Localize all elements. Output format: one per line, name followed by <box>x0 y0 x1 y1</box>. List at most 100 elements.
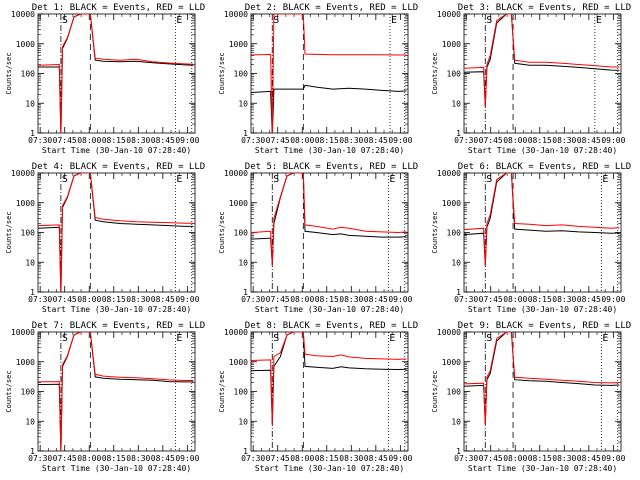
y-tick-label: 100 <box>447 388 462 397</box>
start-marker-label: S <box>62 15 68 26</box>
end-marker-label: E <box>176 174 182 185</box>
x-tick-label: 08:45 <box>577 295 601 304</box>
y-axis-label: Counts/sec <box>431 52 439 94</box>
x-tick-label: 09:00 <box>388 295 412 304</box>
x-axis-label: Start Time (30-Jan-10 07:28:40) <box>468 305 617 314</box>
plot-frame <box>463 331 622 452</box>
x-tick-label: 08:15 <box>528 295 552 304</box>
x-tick-label: 08:45 <box>364 454 388 463</box>
y-tick-label: 1 <box>243 288 248 297</box>
x-tick-label: 08:15 <box>528 454 552 463</box>
y-tick-label: 10000 <box>437 10 461 19</box>
chart-panel-5: Det 5: BLACK = Events, RED = LLD 1 10 100 10… <box>218 162 418 314</box>
chart-title: Det 4: BLACK = Events, RED = LLD <box>32 162 205 172</box>
x-tick-label: 08:45 <box>151 295 175 304</box>
x-tick-label: 08:30 <box>339 454 363 463</box>
x-tick-label: 08:15 <box>102 136 126 145</box>
y-tick-label: 100 <box>234 388 249 397</box>
x-tick-label: 07:30 <box>28 295 52 304</box>
y-tick-label: 100 <box>234 229 249 238</box>
x-tick-label: 08:30 <box>339 295 363 304</box>
x-tick-label: 08:15 <box>315 136 339 145</box>
x-tick-label: 09:00 <box>388 136 412 145</box>
series-line-lld <box>251 14 407 133</box>
x-tick-label: 08:45 <box>151 136 175 145</box>
y-tick-label: 1000 <box>229 358 248 367</box>
end-marker-label: E <box>176 333 182 344</box>
x-tick-label: 08:30 <box>552 454 576 463</box>
start-marker-label: S <box>273 15 279 26</box>
series-line-lld <box>251 332 407 425</box>
y-axis-label: Counts/sec <box>5 370 13 412</box>
x-tick-label: 09:00 <box>175 454 199 463</box>
x-tick-label: 08:00 <box>290 454 314 463</box>
x-tick-label: 08:45 <box>577 136 601 145</box>
x-tick-label: 07:45 <box>266 295 290 304</box>
y-tick-label: 10000 <box>224 169 248 178</box>
x-tick-label: 07:45 <box>479 295 503 304</box>
x-tick-label: 07:30 <box>454 454 478 463</box>
x-tick-label: 08:45 <box>364 295 388 304</box>
end-marker-label: E <box>389 174 395 185</box>
end-marker-label: E <box>391 15 397 26</box>
chart-panel-4: Det 4: BLACK = Events, RED = LLD 1 10 100 10… <box>5 162 205 314</box>
chart-panel-7: Det 7: BLACK = Events, RED = LLD 1 10 100 10… <box>5 321 205 473</box>
y-tick-label: 1000 <box>229 199 248 208</box>
x-tick-label: 07:30 <box>454 295 478 304</box>
x-tick-label: 08:30 <box>126 136 150 145</box>
x-tick-label: 07:45 <box>479 136 503 145</box>
x-tick-label: 07:30 <box>28 454 52 463</box>
x-axis-label: Start Time (30-Jan-10 07:28:40) <box>255 305 404 314</box>
x-tick-label: 09:00 <box>175 295 199 304</box>
y-tick-label: 10000 <box>11 10 35 19</box>
y-tick-label: 1 <box>456 447 461 456</box>
x-tick-label: 08:15 <box>315 454 339 463</box>
start-marker-label: S <box>486 333 492 344</box>
x-tick-label: 08:30 <box>552 136 576 145</box>
series-line-lld <box>464 332 620 425</box>
series-line-events <box>464 173 620 266</box>
series-line-lld <box>464 173 620 266</box>
y-tick-label: 1000 <box>16 40 35 49</box>
y-axis-label: Counts/sec <box>431 211 439 253</box>
x-tick-label: 08:00 <box>77 295 101 304</box>
y-tick-label: 100 <box>447 70 462 79</box>
start-marker-label: S <box>486 174 492 185</box>
y-tick-label: 1000 <box>442 40 461 49</box>
y-tick-label: 100 <box>447 229 462 238</box>
chart-title: Det 6: BLACK = Events, RED = LLD <box>458 162 631 172</box>
y-tick-label: 10000 <box>437 169 461 178</box>
y-axis-label: Counts/sec <box>218 370 226 412</box>
end-marker-label: E <box>596 15 602 26</box>
x-axis-label: Start Time (30-Jan-10 07:28:40) <box>468 146 617 155</box>
y-tick-label: 100 <box>21 388 36 397</box>
y-tick-label: 10 <box>25 258 35 267</box>
x-tick-label: 08:15 <box>315 295 339 304</box>
series-line-lld <box>464 14 620 107</box>
x-tick-label: 08:45 <box>151 454 175 463</box>
x-tick-label: 08:00 <box>290 295 314 304</box>
x-tick-label: 07:30 <box>241 295 265 304</box>
x-axis-label: Start Time (30-Jan-10 07:28:40) <box>255 464 404 473</box>
x-tick-label: 08:15 <box>102 295 126 304</box>
start-marker-label: S <box>273 174 279 185</box>
x-tick-label: 07:45 <box>479 454 503 463</box>
series-line-lld <box>38 332 194 451</box>
series-line-lld <box>38 14 194 133</box>
y-axis-label: Counts/sec <box>5 52 13 94</box>
x-tick-label: 08:00 <box>503 454 527 463</box>
x-tick-label: 09:00 <box>388 454 412 463</box>
y-tick-label: 10000 <box>11 328 35 337</box>
y-tick-label: 1 <box>30 288 35 297</box>
x-tick-label: 08:30 <box>339 136 363 145</box>
start-marker-label: S <box>273 333 279 344</box>
x-tick-label: 08:30 <box>126 454 150 463</box>
y-tick-label: 1 <box>30 447 35 456</box>
y-tick-label: 10 <box>25 417 35 426</box>
series-line-events <box>464 14 620 107</box>
end-marker-label: E <box>602 333 608 344</box>
end-marker-label: E <box>176 15 182 26</box>
y-axis-label: Counts/sec <box>5 211 13 253</box>
x-tick-label: 08:00 <box>77 136 101 145</box>
